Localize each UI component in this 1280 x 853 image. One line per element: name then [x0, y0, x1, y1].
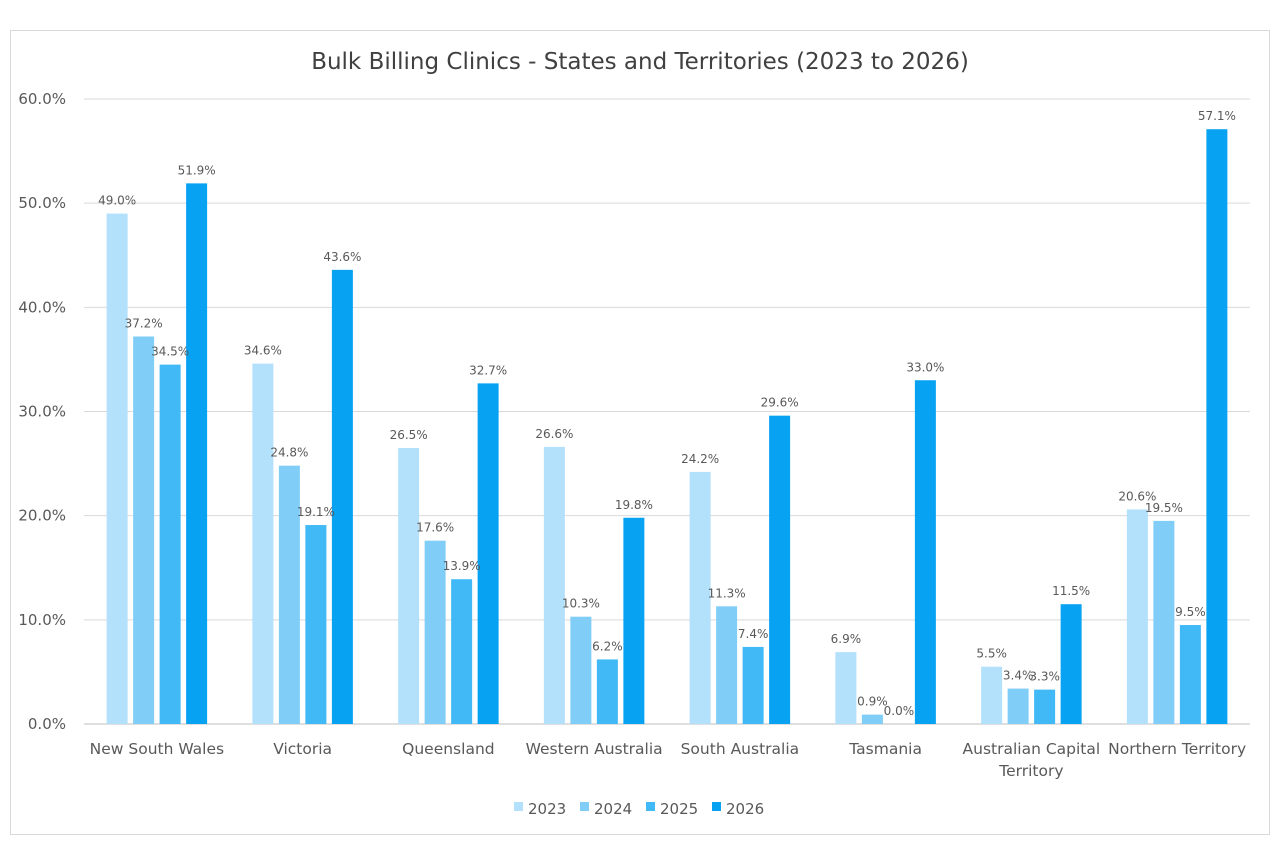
y-tick-label: 30.0% — [18, 403, 66, 421]
data-label: 34.5% — [151, 345, 189, 359]
legend-label: 2026 — [726, 800, 764, 818]
bar-2023 — [835, 652, 857, 724]
data-label: 17.6% — [416, 521, 454, 535]
bar-2023 — [543, 446, 565, 724]
data-label: 19.8% — [615, 498, 653, 512]
bar-2023 — [398, 447, 420, 724]
y-tick-label: 50.0% — [18, 194, 66, 212]
bar-2023 — [981, 666, 1003, 724]
legend: 2023 2024 2025 2026 — [514, 800, 764, 818]
bar-2026 — [623, 517, 645, 724]
data-label: 57.1% — [1198, 109, 1236, 123]
data-label: 0.9% — [857, 695, 888, 709]
data-label: 26.6% — [535, 427, 573, 441]
bar-2023 — [1126, 509, 1148, 724]
data-labels: 49.0% 37.2% 34.5% 51.9% 34.6% 24.8% 19.1% 43.6%… — [98, 109, 1236, 718]
category-label: New South Wales — [90, 740, 224, 758]
category-label: Western Australia — [526, 740, 663, 758]
bars — [106, 129, 1228, 725]
y-tick-label: 10.0% — [18, 611, 66, 629]
category-label: Territory — [998, 762, 1063, 780]
category-label: Tasmania — [848, 740, 922, 758]
data-label: 11.5% — [1052, 584, 1090, 598]
bar-2024 — [278, 465, 300, 724]
legend-swatch-2026 — [712, 802, 721, 811]
category-label: Queensland — [402, 740, 494, 758]
data-label: 33.0% — [906, 360, 944, 374]
bar-2026 — [186, 183, 208, 724]
data-label: 34.6% — [244, 344, 282, 358]
y-tick-label: 40.0% — [18, 298, 66, 316]
gridlines — [84, 98, 1250, 725]
bar-2025 — [1179, 625, 1201, 724]
bar-2024 — [861, 714, 883, 724]
legend-label: 2025 — [660, 800, 698, 818]
bar-2025 — [451, 579, 473, 724]
bar-2026 — [914, 380, 936, 724]
bar-2025 — [1034, 689, 1056, 724]
data-label: 3.4% — [1003, 669, 1034, 683]
y-axis-ticks: 0.0% 10.0% 20.0% 30.0% 40.0% 50.0% 60.0% — [18, 90, 66, 733]
chart-title: Bulk Billing Clinics - States and Territ… — [311, 49, 969, 75]
data-label: 9.5% — [1175, 605, 1206, 619]
bar-2026 — [1060, 604, 1082, 724]
legend-swatch-2023 — [514, 802, 523, 811]
data-label: 11.3% — [708, 586, 746, 600]
data-label: 26.5% — [390, 428, 428, 442]
data-label: 49.0% — [98, 194, 136, 208]
legend-swatch-2025 — [646, 802, 655, 811]
data-label: 43.6% — [323, 250, 361, 264]
bar-2024 — [133, 336, 155, 724]
data-label: 10.3% — [562, 597, 600, 611]
legend-label: 2024 — [594, 800, 632, 818]
bar-2026 — [1206, 129, 1228, 725]
bar-2024 — [1007, 688, 1029, 724]
data-label: 19.1% — [297, 505, 335, 519]
bar-2024 — [424, 540, 446, 724]
y-tick-label: 0.0% — [28, 715, 66, 733]
data-label: 37.2% — [125, 317, 163, 331]
category-label: Northern Territory — [1108, 740, 1246, 758]
category-label: Victoria — [273, 740, 332, 758]
x-axis-categories: New South Wales Victoria Queensland Western… — [90, 740, 1246, 780]
data-label: 19.5% — [1145, 501, 1183, 515]
bar-2024 — [1153, 520, 1175, 724]
bar-2025 — [159, 364, 181, 724]
data-label: 24.2% — [681, 452, 719, 466]
bar-2026 — [477, 383, 499, 724]
bar-2023 — [252, 363, 274, 724]
category-label: Australian Capital — [963, 740, 1101, 758]
bar-2026 — [769, 415, 791, 724]
data-label: 0.0% — [884, 704, 915, 718]
y-tick-label: 20.0% — [18, 507, 66, 525]
data-label: 32.7% — [469, 363, 507, 377]
data-label: 3.3% — [1029, 670, 1060, 684]
bar-2026 — [331, 269, 353, 724]
bar-2023 — [689, 471, 711, 724]
data-label: 29.6% — [761, 396, 799, 410]
category-label: South Australia — [681, 740, 800, 758]
bar-2024 — [716, 606, 738, 724]
data-label: 6.2% — [592, 639, 623, 653]
y-tick-label: 60.0% — [18, 90, 66, 108]
data-label: 7.4% — [738, 627, 769, 641]
bar-2025 — [596, 659, 618, 724]
bar-2025 — [305, 525, 327, 724]
legend-swatch-2024 — [580, 802, 589, 811]
data-label: 5.5% — [976, 647, 1007, 661]
data-label: 20.6% — [1118, 489, 1156, 503]
data-label: 6.9% — [831, 632, 862, 646]
bar-2024 — [570, 616, 592, 724]
bar-2025 — [742, 646, 764, 724]
data-label: 13.9% — [443, 559, 481, 573]
data-label: 24.8% — [270, 446, 308, 460]
legend-label: 2023 — [528, 800, 566, 818]
data-label: 51.9% — [178, 163, 216, 177]
bar-2023 — [106, 213, 128, 725]
